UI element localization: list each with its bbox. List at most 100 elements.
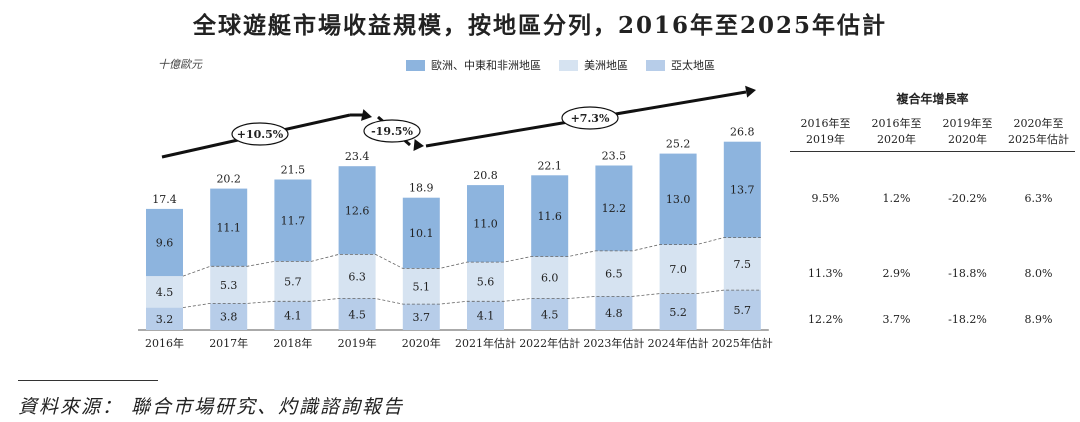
bar-segment-europe	[274, 179, 312, 262]
chart-legend: 歐洲、中東和非洲地區 美洲地區 亞太地區	[406, 57, 715, 73]
total-label: 26.8	[730, 126, 755, 139]
bar-segment-europe	[338, 166, 376, 255]
page-title: 全球遊艇市場收益規模，按地區分列，2016年至2025年估計	[192, 12, 888, 39]
x-tick-label: 2017年	[209, 336, 248, 350]
bar-segment-asia	[146, 307, 183, 330]
total-label: 17.4	[152, 193, 177, 206]
bar-segment-europe	[210, 188, 248, 267]
segment-label-asia: 4.8	[605, 307, 623, 320]
total-label: 23.5	[602, 150, 627, 163]
segment-label-asia: 4.1	[477, 310, 495, 323]
stacked-bar-chart: 3.2 4.5 9.6 17.4 2016年 3.8 5.3 11.1 20.2 2017年 4.1…	[138, 85, 773, 350]
bar-segment-americas	[595, 250, 633, 297]
cagr-value: 9.5%	[811, 192, 840, 205]
x-tick-label: 2021年估計	[455, 336, 516, 350]
segment-label-europe: 11.6	[537, 210, 562, 223]
segment-label-asia: 5.7	[734, 304, 752, 317]
x-tick-label: 2018年	[273, 336, 312, 350]
growth-annotation-label: +10.5%	[237, 128, 284, 141]
legend-swatch-asia	[646, 59, 665, 71]
legend-swatch-americas	[559, 59, 578, 71]
growth-annotation-label: +7.3%	[571, 112, 610, 125]
segment-label-europe: 11.1	[216, 221, 241, 234]
segment-label-europe: 13.0	[666, 193, 691, 206]
segment-label-europe: 12.2	[602, 202, 627, 215]
segment-label-europe: 11.0	[473, 218, 498, 231]
cagr-value: 12.2%	[808, 313, 843, 326]
x-tick-label: 2025年估計	[712, 336, 773, 350]
cagr-row-asia: 12.2% 3.7% -18.2% 8.9%	[790, 313, 1075, 326]
cagr-value: 1.2%	[882, 192, 911, 205]
segment-label-asia: 4.1	[284, 310, 302, 323]
trend-arrowhead	[361, 109, 372, 121]
segment-label-asia: 3.2	[156, 313, 174, 326]
growth-annotation-oval	[363, 119, 421, 143]
bar-segment-asia	[531, 298, 569, 330]
segment-label-asia: 4.5	[541, 308, 559, 321]
segment-label-americas: 6.5	[605, 268, 623, 281]
bar-segment-europe	[146, 208, 183, 277]
segment-label-asia: 4.5	[348, 308, 366, 321]
segment-label-asia: 3.8	[220, 311, 238, 324]
bar-segment-americas	[531, 256, 569, 299]
bar-segment-asia	[402, 304, 440, 330]
total-label: 25.2	[666, 138, 691, 151]
growth-annotation-oval	[561, 106, 619, 130]
cagr-value: -18.2%	[948, 313, 987, 326]
source-divider	[18, 380, 158, 381]
legend-swatch-europe	[406, 59, 425, 71]
cagr-value: 2.9%	[882, 267, 911, 280]
cagr-row-europe: 9.5% 1.2% -20.2% 6.3%	[790, 192, 1075, 205]
cagr-header-cell: 2019年至 2020年	[942, 117, 993, 146]
cagr-row-americas: 11.3% 2.9% -18.8% 8.0%	[790, 267, 1075, 280]
total-label: 20.8	[473, 169, 498, 182]
growth-annotation-label: -19.5%	[371, 125, 413, 138]
segment-label-asia: 3.7	[413, 311, 431, 324]
bar-segment-americas	[723, 237, 761, 291]
total-label: 23.4	[345, 150, 370, 163]
segment-connector-line	[182, 237, 761, 277]
cagr-table-header: 2016年至 2019年 2016年至 2020年 2019年至 2020年 2020…	[790, 115, 1075, 152]
segment-label-asia: 5.2	[669, 306, 687, 319]
trend-arrowhead	[745, 85, 756, 98]
legend-item-asia: 亞太地區	[646, 57, 715, 73]
cagr-header-cell: 2020年至 2025年估計	[1008, 117, 1069, 146]
growth-annotation-oval	[231, 122, 289, 146]
cagr-header-cell: 2016年至 2019年	[800, 117, 851, 146]
legend-label-asia: 亞太地區	[671, 59, 715, 72]
cagr-value: 3.7%	[882, 313, 911, 326]
segment-label-europe: 12.6	[345, 204, 370, 217]
bar-segment-americas	[210, 266, 248, 304]
bar-segment-europe	[723, 141, 761, 238]
bar-segment-europe	[595, 165, 633, 251]
legend-item-europe: 歐洲、中東和非洲地區	[406, 57, 541, 73]
segment-label-americas: 7.0	[669, 263, 687, 276]
cagr-table: 複合年增長率 2016年至 2019年 2016年至 2020年 2019年至 202…	[790, 90, 1075, 326]
bar-segment-asia	[467, 301, 504, 330]
x-tick-label: 2019年	[338, 336, 377, 350]
segment-label-americas: 5.3	[220, 279, 238, 292]
segment-label-europe: 10.1	[409, 227, 434, 240]
bar-segment-americas	[146, 276, 183, 308]
cagr-value: -18.8%	[948, 267, 987, 280]
bar-segment-asia	[659, 293, 697, 330]
x-tick-label: 2023年估計	[583, 336, 644, 350]
bar-segment-americas	[467, 262, 504, 302]
bar-segment-asia	[274, 301, 312, 330]
total-label: 18.9	[409, 182, 434, 195]
cagr-value: -20.2%	[948, 192, 987, 205]
legend-label-europe: 歐洲、中東和非洲地區	[431, 59, 541, 72]
cagr-value: 11.3%	[808, 267, 843, 280]
bar-segment-asia	[595, 296, 633, 330]
x-tick-label: 2016年	[145, 336, 184, 350]
segment-label-americas: 5.6	[477, 276, 495, 289]
unit-label: 十億歐元	[158, 58, 202, 71]
segment-label-americas: 5.1	[413, 280, 431, 293]
total-label: 21.5	[281, 164, 306, 177]
bar-segment-asia	[210, 303, 248, 330]
bar-segment-americas	[402, 268, 440, 305]
segment-label-americas: 7.5	[734, 258, 752, 271]
x-tick-label: 2024年估計	[648, 336, 709, 350]
cagr-value: 6.3%	[1024, 192, 1053, 205]
segment-label-americas: 6.3	[348, 270, 366, 283]
